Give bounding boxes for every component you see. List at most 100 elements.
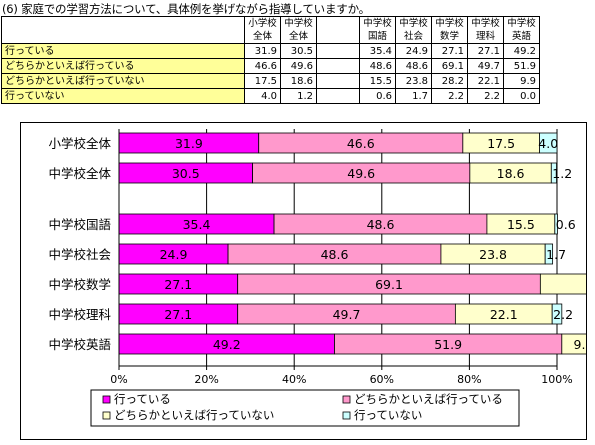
col-header: 中学校 国語 bbox=[359, 16, 396, 44]
row-label: 行っている bbox=[1, 43, 245, 59]
data-label: 9.9 bbox=[574, 337, 586, 352]
table-cell: 49.2 bbox=[503, 43, 540, 59]
col-header: 中学校 全体 bbox=[280, 16, 317, 44]
data-label: 1.7 bbox=[546, 247, 566, 262]
legend-swatch bbox=[342, 411, 351, 420]
legend-swatch bbox=[102, 395, 111, 404]
row-label: 行っていない bbox=[1, 88, 245, 104]
data-label: 48.6 bbox=[367, 217, 395, 232]
x-tick-label: 40% bbox=[282, 373, 306, 386]
data-table: 小学校 全体 中学校 全体 中学校 国語 中学校 社会 中学校 数学 中学校 理科 中学校英… bbox=[1, 16, 540, 104]
data-label: 49.6 bbox=[347, 166, 375, 181]
category-label: 中学校全体 bbox=[48, 166, 111, 181]
x-tick-label: 0% bbox=[110, 373, 127, 386]
table-gap bbox=[316, 58, 360, 74]
table-header-row: 小学校 全体 中学校 全体 中学校 国語 中学校 社会 中学校 数学 中学校 理科 中学校英… bbox=[1, 16, 540, 44]
table-cell: 0.0 bbox=[503, 88, 540, 104]
data-label: 48.6 bbox=[321, 247, 349, 262]
data-label: 23.8 bbox=[479, 247, 507, 262]
col-header: 小学校 全体 bbox=[244, 16, 281, 44]
table-cell: 9.9 bbox=[503, 73, 540, 89]
legend-label: 行っていない bbox=[354, 408, 422, 422]
table-gap bbox=[316, 43, 360, 59]
data-label: 31.9 bbox=[175, 136, 203, 151]
table-cell: 49.7 bbox=[467, 58, 504, 74]
table-cell: 27.1 bbox=[431, 43, 468, 59]
page-title: (6) 家庭での学習方法について、具体例を挙げながら指導していますか。 bbox=[2, 2, 370, 16]
table-cell: 2.2 bbox=[431, 88, 468, 104]
data-label: 15.5 bbox=[507, 217, 535, 232]
data-label: 49.7 bbox=[333, 307, 361, 322]
legend-swatch bbox=[342, 395, 351, 404]
legend-label: どちらかといえば行っていない bbox=[114, 408, 274, 422]
table-gap bbox=[316, 73, 360, 89]
data-label: 22.1 bbox=[490, 307, 518, 322]
category-label: 小学校全体 bbox=[48, 136, 111, 151]
x-tick-label: 100% bbox=[541, 373, 572, 386]
data-label: 1.2 bbox=[552, 166, 572, 181]
col-header: 中学校 数学 bbox=[431, 16, 468, 44]
table-cell: 15.5 bbox=[359, 73, 396, 89]
category-label: 中学校理科 bbox=[48, 307, 111, 322]
col-header: 中学校 社会 bbox=[395, 16, 432, 44]
legend-box bbox=[90, 389, 520, 427]
table-cell: 0.6 bbox=[359, 88, 396, 104]
table-cell: 28.2 bbox=[431, 73, 468, 89]
table-gap bbox=[316, 16, 360, 44]
legend-label: どちらかといえば行っている bbox=[354, 392, 503, 406]
data-label: 17.5 bbox=[487, 136, 515, 151]
data-label: 46.6 bbox=[347, 136, 375, 151]
table-cell: 51.9 bbox=[503, 58, 540, 74]
col-header: 中学校 理科 bbox=[467, 16, 504, 44]
bar-segment bbox=[551, 303, 563, 325]
legend-swatch bbox=[102, 411, 111, 420]
table-cell: 24.9 bbox=[395, 43, 432, 59]
data-label: 49.2 bbox=[213, 337, 241, 352]
category-label: 中学校英語 bbox=[48, 337, 111, 352]
table-cell: 31.9 bbox=[244, 43, 281, 59]
table-gap bbox=[316, 88, 360, 104]
table-cell: 48.6 bbox=[395, 58, 432, 74]
data-label: 51.9 bbox=[434, 337, 462, 352]
x-tick-label: 80% bbox=[457, 373, 481, 386]
category-label: 中学校社会 bbox=[48, 247, 111, 262]
chart-area: 小学校全体 31.9 46.6 17.5 4.0 中学校全体 30.5 49.6 18.6 1.2… bbox=[20, 122, 595, 440]
data-label: 24.9 bbox=[160, 247, 188, 262]
data-label: 27.1 bbox=[164, 277, 192, 292]
x-tick-label: 60% bbox=[370, 373, 394, 386]
bar-segment bbox=[550, 162, 557, 184]
table-corner bbox=[1, 16, 245, 44]
data-label: 4.0 bbox=[538, 136, 558, 151]
data-label: 69.1 bbox=[375, 277, 403, 292]
table-cell: 1.2 bbox=[280, 88, 317, 104]
table-cell: 22.1 bbox=[467, 73, 504, 89]
col-header: 中学校 英語 bbox=[503, 16, 540, 44]
table-row: どちらかといえば行っていない 17.5 18.6 15.5 23.8 28.2 … bbox=[1, 73, 540, 89]
table-cell: 4.0 bbox=[244, 88, 281, 104]
table-cell: 1.7 bbox=[395, 88, 432, 104]
bar-segment bbox=[544, 243, 554, 265]
table-cell: 23.8 bbox=[395, 73, 432, 89]
table-row: どちらかといえば行っている 46.6 49.6 48.6 48.6 69.1 4… bbox=[1, 58, 540, 74]
table-row: 行っている 31.9 30.5 35.4 24.9 27.1 27.1 49.2 bbox=[1, 43, 540, 59]
legend-label: 行っている bbox=[114, 392, 171, 406]
table-cell: 48.6 bbox=[359, 58, 396, 74]
row-label: どちらかといえば行っている bbox=[1, 58, 245, 74]
table-cell: 18.6 bbox=[280, 73, 317, 89]
table-cell: 17.5 bbox=[244, 73, 281, 89]
table-cell: 46.6 bbox=[244, 58, 281, 74]
data-label: 2.2 bbox=[553, 307, 573, 322]
bar-segment bbox=[539, 273, 595, 295]
table-cell: 49.6 bbox=[280, 58, 317, 74]
data-label: 0.6 bbox=[556, 217, 576, 232]
table-cell: 2.2 bbox=[467, 88, 504, 104]
data-label: 30.5 bbox=[172, 166, 200, 181]
row-label: どちらかといえば行っていない bbox=[1, 73, 245, 89]
category-label: 中学校数学 bbox=[48, 277, 111, 292]
category-label: 中学校国語 bbox=[48, 217, 111, 232]
table-row: 行っていない 4.0 1.2 0.6 1.7 2.2 2.2 0.0 bbox=[1, 88, 540, 104]
table-cell: 27.1 bbox=[467, 43, 504, 59]
table-cell: 30.5 bbox=[280, 43, 317, 59]
bar-segment bbox=[554, 213, 558, 235]
data-label: 18.6 bbox=[497, 166, 525, 181]
